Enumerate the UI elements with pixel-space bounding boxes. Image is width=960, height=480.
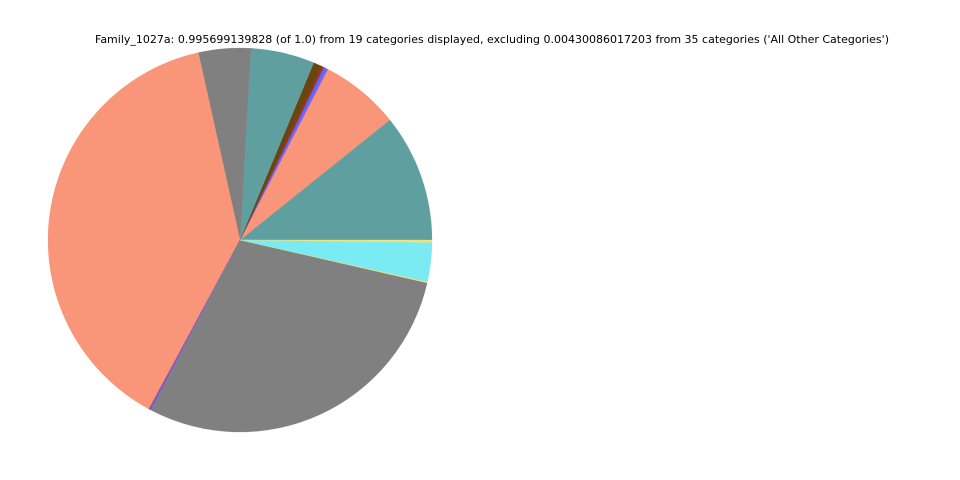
pie-slice-11 bbox=[150, 239, 428, 433]
pie-slice-8 bbox=[47, 52, 241, 410]
chart-title: Family_1027a: 0.995699139828 (of 1.0) fr… bbox=[95, 33, 889, 46]
pie-slice-14 bbox=[239, 239, 433, 243]
pie-slice-0 bbox=[239, 119, 433, 241]
